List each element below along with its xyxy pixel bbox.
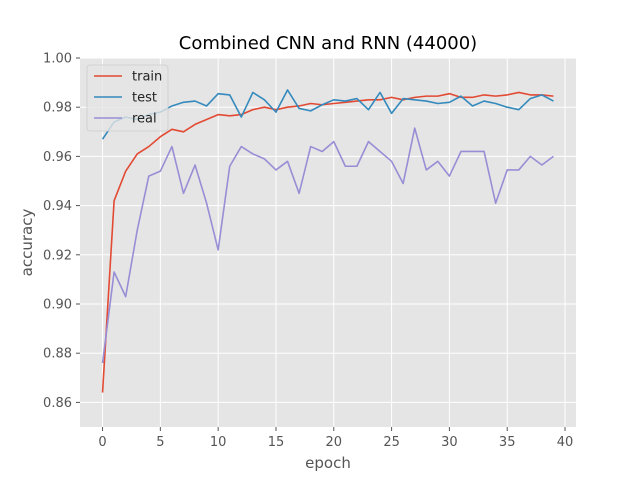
y-tick-label: 1.00: [43, 52, 72, 67]
y-axis: 0.86 0.88 0.90 0.92 0.94 0.96 0.98 1.00: [43, 52, 80, 411]
legend-label-train: train: [132, 70, 162, 85]
x-tick-label: 40: [557, 435, 574, 450]
y-tick-label: 0.98: [43, 101, 72, 116]
legend-label-real: real: [132, 112, 157, 127]
y-tick-label: 0.88: [43, 347, 72, 362]
series-line-test: [101, 89, 554, 140]
legend-box: [86, 64, 169, 132]
x-axis: 0 5 10 15 20 25 30 35 40: [98, 427, 573, 450]
x-tick-label: 35: [499, 435, 516, 450]
legend-label-test: test: [132, 91, 157, 106]
x-tick-label: 20: [326, 435, 343, 450]
x-tick-label: 25: [383, 435, 400, 450]
x-tick-label: 30: [441, 435, 458, 450]
x-axis-label: epoch: [305, 454, 351, 472]
y-axis-label: accuracy: [18, 209, 36, 277]
chart-title: Combined CNN and RNN (44000): [179, 33, 477, 54]
series-line-train: [101, 91, 554, 393]
y-tick-label: 0.90: [43, 298, 72, 313]
y-tick-label: 0.96: [43, 150, 72, 165]
x-tick-label: 10: [210, 435, 227, 450]
x-tick-label: 15: [268, 435, 285, 450]
x-tick-label: 5: [156, 435, 164, 450]
series-lines: [101, 89, 554, 393]
y-tick-label: 0.94: [43, 199, 72, 214]
x-tick-label: 0: [98, 435, 106, 450]
series-line-real: [101, 127, 554, 364]
y-tick-label: 0.86: [43, 396, 72, 411]
grid: [80, 57, 576, 427]
y-tick-label: 0.92: [43, 248, 72, 263]
legend: train test real: [86, 64, 169, 132]
